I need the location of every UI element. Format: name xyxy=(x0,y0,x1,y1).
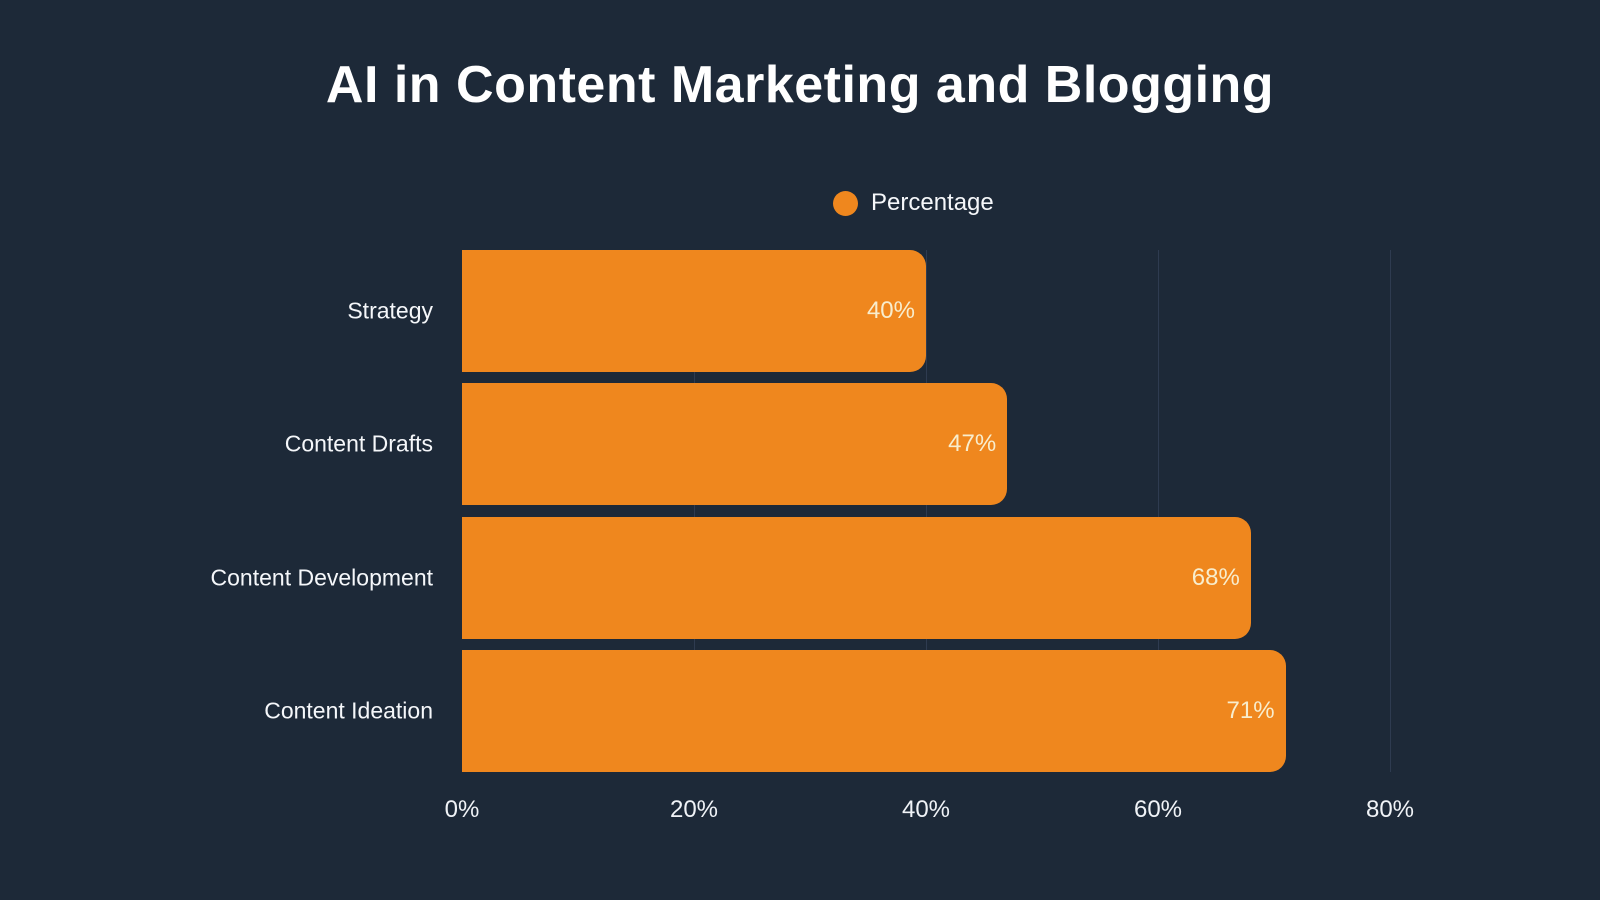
x-tick-label: 80% xyxy=(1365,796,1415,823)
bar[interactable]: 68% xyxy=(462,516,1251,639)
value-label: 47% xyxy=(948,430,997,458)
gridline xyxy=(694,250,695,772)
legend-label: Percentage xyxy=(871,189,994,216)
bar[interactable]: 71% xyxy=(462,649,1286,772)
value-label: 71% xyxy=(1226,696,1275,724)
x-tick-label: 20% xyxy=(669,796,719,823)
category-label: Content Drafts xyxy=(284,430,433,457)
x-axis: 0% 20% 40% 60% 80% xyxy=(445,796,1414,826)
category-label: Strategy xyxy=(347,297,433,324)
value-label: 40% xyxy=(866,297,915,324)
x-tick-label: 60% xyxy=(1133,796,1183,823)
gridlines xyxy=(462,250,1391,772)
bar-row: Content Development 68% xyxy=(211,516,1390,639)
gridline xyxy=(1390,250,1391,772)
value-label: 68% xyxy=(1191,563,1240,591)
category-label: Content Development xyxy=(210,564,433,591)
bar-row: Content Ideation 71% xyxy=(264,649,1390,772)
bar[interactable]: 47% xyxy=(462,383,1008,506)
gridline xyxy=(926,250,927,772)
chart-title: AI in Content Marketing and Blogging xyxy=(325,56,1275,114)
x-tick-label: 0% xyxy=(444,796,480,823)
x-tick-label: 40% xyxy=(901,796,951,823)
bar-row: Strategy 40% xyxy=(347,250,1390,372)
gridline xyxy=(1158,250,1159,772)
category-label: Content Ideation xyxy=(264,697,433,724)
bar-rows: Strategy 40% Content Drafts 47% Content Deve… xyxy=(211,250,1390,772)
bar-row: Content Drafts 47% xyxy=(285,383,1390,506)
legend[interactable]: Percentage xyxy=(833,189,994,217)
legend-marker-icon xyxy=(833,190,858,216)
plot-area: Strategy 40% Content Drafts 47% Content Deve… xyxy=(211,250,1414,823)
bar[interactable]: 40% xyxy=(462,250,926,372)
